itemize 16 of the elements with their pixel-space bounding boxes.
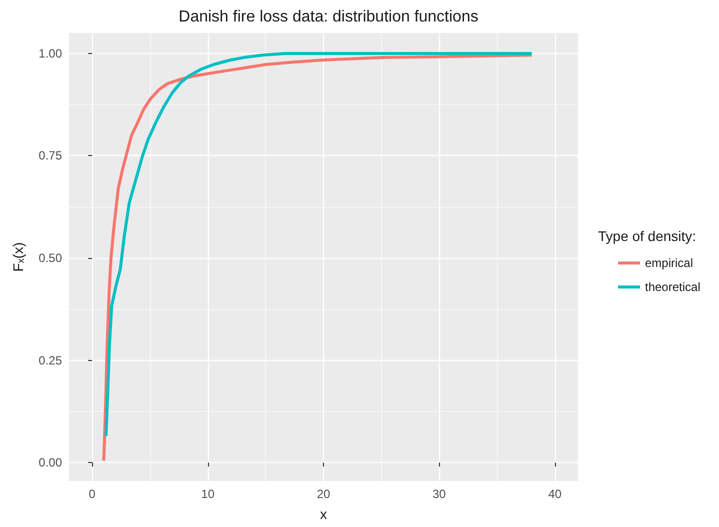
legend-label: theoretical (645, 280, 700, 294)
chart-title: Danish fire loss data: distribution functions (178, 8, 478, 26)
y-tick-label: 0.75 (38, 148, 62, 163)
legend-title: Type of density: (598, 228, 696, 244)
x-tick-label: 40 (548, 487, 562, 501)
x-tick-label: 0 (88, 487, 96, 501)
y-axis-title: Fₓ(x) (10, 242, 26, 272)
legend-label: empirical (645, 256, 694, 270)
x-tick-label: 30 (432, 487, 446, 501)
y-tick-label: 0.25 (38, 353, 62, 368)
x-axis-title: x (320, 506, 327, 522)
x-tick-label: 10 (201, 487, 215, 501)
x-tick-label: 20 (316, 487, 330, 501)
y-tick-label: 1.00 (38, 46, 62, 60)
y-tick-label: 0.00 (38, 456, 62, 470)
y-tick-label: 0.50 (38, 251, 62, 266)
